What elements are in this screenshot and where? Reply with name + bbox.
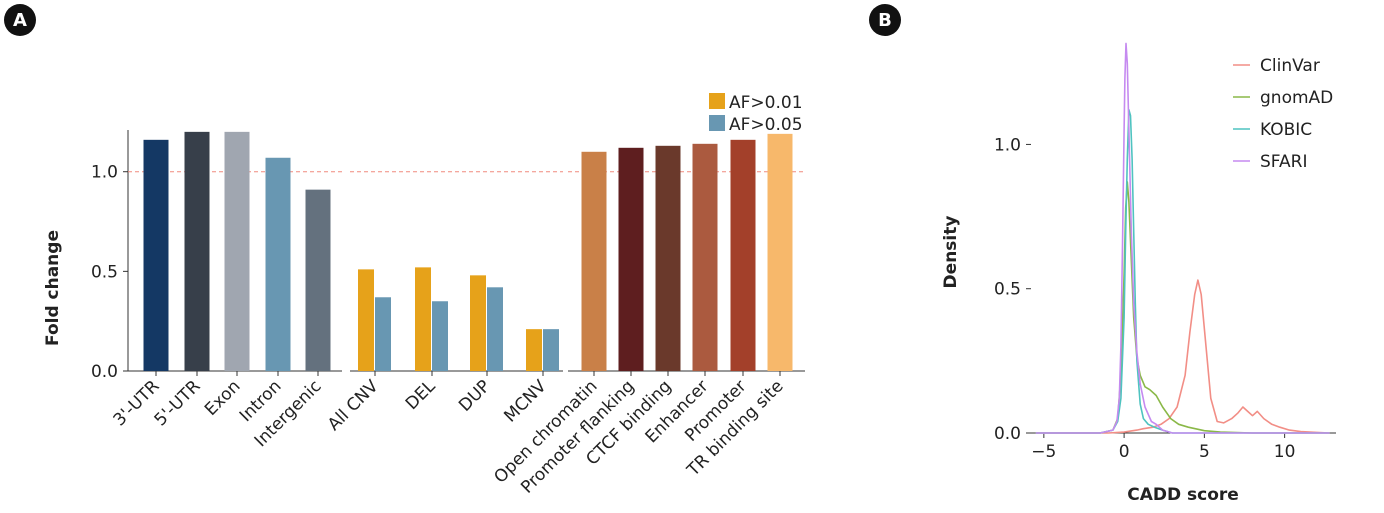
- legend-label: gnomAD: [1260, 88, 1333, 108]
- panel-a-badge: A: [4, 4, 36, 36]
- panel-b-label: B: [878, 10, 892, 31]
- bar: [730, 139, 756, 371]
- y-tick-label: 0.0: [994, 424, 1021, 444]
- x-axis-title: CADD score: [1127, 485, 1239, 505]
- bar: [432, 301, 448, 371]
- x-tick-label: MCNV: [500, 376, 550, 426]
- x-tick-label: All CNV: [324, 376, 383, 435]
- y-tick-label: 0.0: [91, 362, 118, 382]
- bar: [543, 329, 559, 371]
- panel-a-label: A: [13, 10, 27, 31]
- bar: [655, 145, 681, 371]
- legend-swatch: [709, 93, 725, 109]
- fold-change-bar-chart: Fold change 0.00.51.03'-UTR5'-UTRExonInt…: [43, 93, 805, 498]
- bar: [358, 269, 374, 371]
- bar: [692, 143, 718, 371]
- bar: [767, 133, 793, 371]
- x-tick-label: DEL: [402, 376, 440, 414]
- legend-label: AF>0.05: [729, 115, 803, 135]
- x-tick-label: DUP: [455, 376, 494, 415]
- density-line: [1035, 42, 1330, 434]
- legend-label: KOBIC: [1260, 120, 1312, 140]
- bar: [305, 189, 331, 371]
- legend-label: ClinVar: [1260, 56, 1320, 76]
- x-tick-label: 5'-UTR: [151, 376, 205, 430]
- bar: [470, 275, 486, 371]
- legend-label: AF>0.01: [729, 93, 803, 113]
- bar: [143, 139, 169, 371]
- bar: [487, 287, 503, 371]
- panel-b-badge-circle: [869, 4, 901, 36]
- bar: [184, 131, 210, 371]
- y-axis-title: Fold change: [43, 230, 63, 346]
- chart-legend: ClinVar gnomAD KOBIC SFARI: [1233, 56, 1333, 172]
- x-tick-label: 0: [1119, 442, 1130, 462]
- density-chart-marks: −5 0 5 10 0.0 0.5 1.0: [994, 42, 1336, 462]
- panel-b-badge: B: [869, 4, 901, 36]
- bar: [581, 151, 607, 371]
- bar: [265, 157, 291, 371]
- bar: [224, 131, 250, 371]
- density-line: [1035, 279, 1330, 434]
- panel-a-badge-circle: [4, 4, 36, 36]
- bar-chart-marks: 0.00.51.03'-UTR5'-UTRExonIntronIntergeni…: [91, 130, 805, 498]
- density-line: [1035, 181, 1330, 434]
- x-tick-label: −5: [1031, 442, 1056, 462]
- y-tick-label: 1.0: [91, 163, 118, 183]
- y-tick-label: 0.5: [994, 280, 1021, 300]
- x-tick-label: 5: [1199, 442, 1210, 462]
- cadd-density-chart: Density CADD score −5 0 5 10 0.0 0.5 1.0 ClinV…: [941, 42, 1336, 505]
- y-tick-label: 0.5: [91, 262, 118, 282]
- x-tick-label: 10: [1274, 442, 1296, 462]
- density-line: [1035, 109, 1330, 434]
- y-axis-title: Density: [941, 216, 961, 289]
- y-tick-label: 1.0: [994, 135, 1021, 155]
- legend-swatch: [709, 115, 725, 131]
- bar: [415, 267, 431, 371]
- bar: [375, 297, 391, 371]
- bar: [526, 329, 542, 371]
- legend-label: SFARI: [1260, 152, 1307, 172]
- bar: [618, 147, 644, 371]
